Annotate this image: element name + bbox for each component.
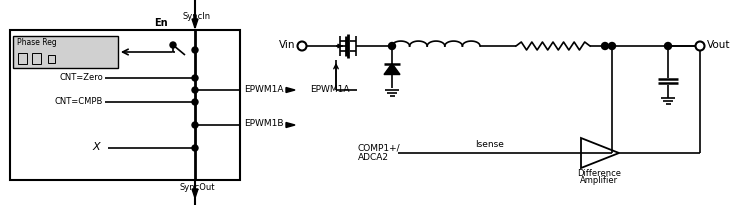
Polygon shape: [286, 88, 295, 93]
Text: CNT=CMPB: CNT=CMPB: [54, 97, 103, 105]
Polygon shape: [286, 123, 295, 128]
Bar: [18, 53, 27, 64]
Text: Isense: Isense: [475, 140, 504, 149]
Text: Amplifier: Amplifier: [580, 176, 618, 185]
Circle shape: [192, 122, 198, 128]
Bar: [10, 30, 240, 180]
Circle shape: [297, 42, 306, 51]
Circle shape: [696, 42, 705, 51]
Circle shape: [601, 42, 609, 50]
Circle shape: [192, 145, 198, 151]
Text: EPWM1A: EPWM1A: [310, 85, 349, 94]
Text: Phase Reg: Phase Reg: [17, 38, 57, 47]
Polygon shape: [384, 63, 400, 74]
Text: SyncIn: SyncIn: [183, 12, 211, 21]
Circle shape: [609, 42, 615, 50]
Text: SyncOut: SyncOut: [180, 183, 215, 192]
Circle shape: [388, 42, 396, 50]
Text: Difference: Difference: [577, 169, 621, 178]
Circle shape: [170, 42, 176, 48]
Circle shape: [192, 87, 198, 93]
Text: En: En: [154, 18, 168, 28]
Bar: [32, 53, 41, 64]
Text: EPWM1A: EPWM1A: [244, 84, 284, 94]
Text: Vout: Vout: [707, 40, 731, 50]
Circle shape: [192, 99, 198, 105]
Text: CNT=Zero: CNT=Zero: [60, 73, 103, 82]
Text: ADCA2: ADCA2: [358, 154, 389, 162]
Bar: [13, 36, 118, 68]
Text: Vin: Vin: [279, 40, 295, 50]
Text: EPWM1B: EPWM1B: [244, 120, 284, 129]
Circle shape: [192, 47, 198, 53]
Circle shape: [665, 42, 671, 50]
Circle shape: [192, 75, 198, 81]
Text: COMP1+/: COMP1+/: [358, 144, 401, 152]
Circle shape: [697, 42, 703, 50]
Polygon shape: [192, 19, 198, 28]
Bar: [48, 55, 55, 63]
Polygon shape: [192, 189, 198, 198]
Text: X: X: [92, 142, 100, 152]
